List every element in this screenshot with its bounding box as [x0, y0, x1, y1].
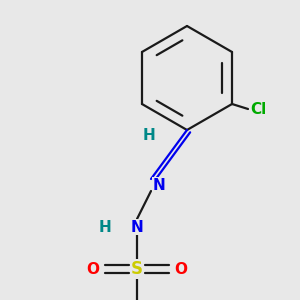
Text: O: O: [175, 262, 188, 277]
Text: N: N: [130, 220, 143, 235]
Text: N: N: [153, 178, 166, 193]
Text: S: S: [131, 260, 143, 278]
Text: H: H: [142, 128, 155, 142]
Text: O: O: [86, 262, 100, 277]
Text: H: H: [99, 220, 111, 235]
Text: Cl: Cl: [250, 101, 266, 116]
